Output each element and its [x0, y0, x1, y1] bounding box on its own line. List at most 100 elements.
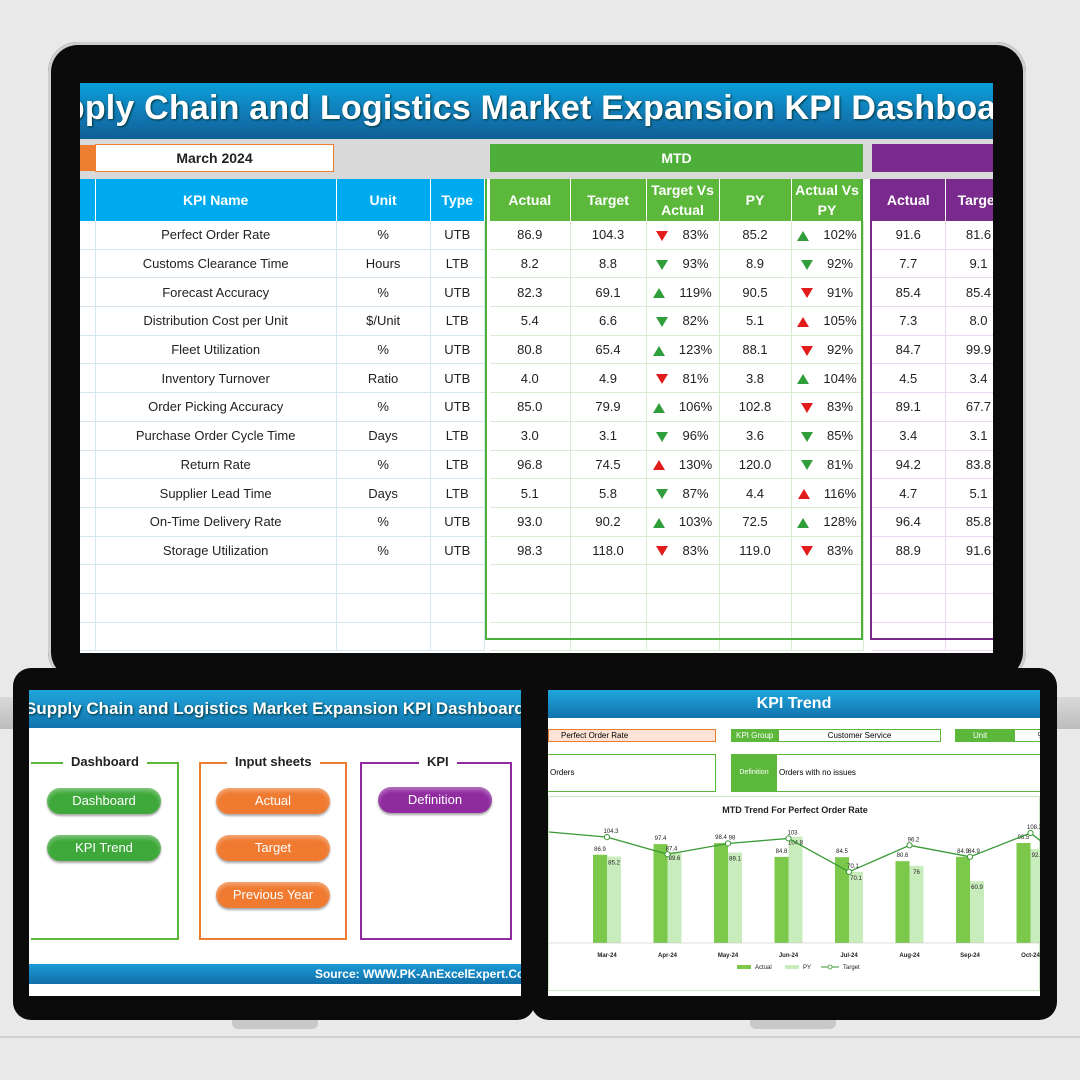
mtd-py-cell: 3.8 — [719, 363, 792, 394]
mtd-row: 86.9 104.3 83% 85.2 102% — [490, 221, 864, 250]
kpi-type-cell: UTB — [430, 221, 485, 250]
home-title-bar: Supply Chain and Logistics Market Expans… — [29, 690, 521, 728]
mtd-actual-cell: 86.9 — [490, 221, 571, 250]
arrow-down-icon — [800, 403, 813, 414]
mtd-target-vs-actual-cell: 103% — [646, 507, 720, 537]
kpi-row: Purchase Order Cycle Time Days LTB — [80, 421, 485, 451]
ytd-actual-cell: 96.4 — [872, 507, 946, 537]
kpi-index-cell — [80, 507, 96, 537]
mtd-py-cell: 5.1 — [719, 306, 792, 336]
target-vs-actual-value: 82% — [682, 313, 709, 329]
type-header: Type — [430, 179, 485, 221]
arrow-down-icon — [800, 431, 813, 442]
kpi-index-cell — [80, 478, 96, 508]
mtd-target-cell: 3.1 — [570, 421, 647, 451]
mtd-py-cell: 72.5 — [719, 507, 792, 537]
definition-label: Definition — [731, 754, 777, 792]
mtd-actual-cell: 4.0 — [490, 363, 571, 394]
target-vs-actual-value: 103% — [678, 514, 713, 530]
kpi-type-cell: LTB — [430, 478, 485, 508]
py-bar — [970, 881, 984, 943]
kpi-unit-cell: % — [336, 277, 431, 308]
actual-bar — [1016, 842, 1031, 943]
kpi-index-cell — [80, 450, 96, 480]
ytd-row: 91.6 81.6 — [872, 221, 993, 250]
kpi-name-cell: Storage Utilization — [95, 536, 337, 566]
py-data-label: 70.1 — [850, 876, 862, 882]
arrow-down-icon — [800, 288, 813, 299]
kpi-name-header: KPI Name — [95, 179, 337, 221]
mtd-actual-cell: 5.1 — [490, 478, 571, 508]
arrow-down-icon — [800, 345, 813, 356]
target-sheet-button[interactable]: Target — [216, 835, 330, 861]
empty-row — [80, 564, 485, 594]
tablet-left-stand — [232, 1020, 318, 1029]
definition-sheet-button[interactable]: Definition — [378, 787, 492, 813]
legend-actual-label: Actual — [755, 965, 772, 971]
mtd-actual-cell: 80.8 — [490, 335, 571, 365]
kpi-unit-cell: % — [336, 335, 431, 365]
legend-py-label: PY — [803, 965, 811, 971]
kpi-index-cell — [80, 363, 96, 394]
target-point — [845, 868, 853, 875]
kpi-trend-nav-button[interactable]: KPI Trend — [47, 835, 161, 861]
empty-cell — [791, 622, 864, 652]
kpi-row: Return Rate% LTB — [80, 450, 485, 480]
ytd-row: 85.4 85.4 — [872, 277, 993, 308]
mtd-actual-header: Actual — [490, 179, 571, 221]
dashboard-title: Supply Chain and Logistics Market Expans… — [80, 89, 993, 127]
empty-row — [872, 593, 993, 623]
arrow-up-icon — [797, 489, 810, 500]
arrow-down-icon — [800, 259, 813, 270]
mtd-row: 3.0 3.1 96% 3.6 85% — [490, 421, 864, 451]
arrow-down-icon — [656, 259, 669, 270]
mtd-actual-cell: 96.8 — [490, 450, 571, 480]
target-data-label: 96.2 — [908, 837, 920, 843]
arrow-down-icon — [656, 489, 669, 500]
mtd-py-cell: 8.9 — [719, 249, 792, 279]
mtd-section-header: MTD — [490, 144, 863, 172]
kpi-table: KPI Name Unit Type Perfect Order Rate% UT… — [80, 179, 485, 652]
py-bar — [909, 865, 924, 943]
mtd-actual-cell: 8.2 — [490, 249, 571, 279]
empty-cell — [719, 593, 792, 623]
empty-cell — [646, 622, 720, 652]
mtd-target-vs-actual-header: Target Vs Actual — [646, 179, 720, 221]
dashboard-nav-button[interactable]: Dashboard — [47, 788, 161, 814]
ytd-row: 96.4 85.8 — [872, 507, 993, 537]
arrow-down-icon — [800, 460, 813, 471]
mtd-py-cell: 85.2 — [719, 221, 792, 250]
mtd-target-vs-actual-cell: 83% — [646, 536, 720, 566]
kpi-selector[interactable]: Perfect Order Rate — [548, 729, 716, 742]
unit-value: % — [1014, 729, 1040, 742]
target-vs-actual-value: 93% — [682, 256, 709, 272]
source-text[interactable]: Source: WWW.PK-AnExcelExpert.Com — [314, 967, 521, 981]
mtd-row: 4.0 4.9 81% 3.8 104% — [490, 363, 864, 394]
mtd-target-cell: 74.5 — [570, 450, 647, 480]
definition-value: Orders with no issues — [776, 754, 1040, 792]
empty-cell — [490, 593, 571, 623]
actual-sheet-button[interactable]: Actual — [216, 788, 330, 814]
legend-target-marker — [827, 964, 833, 970]
mtd-py-cell: 90.5 — [719, 277, 792, 308]
target-data-label: 87.4 — [666, 846, 678, 852]
kpi-unit-cell: % — [336, 450, 431, 480]
target-point — [906, 842, 913, 849]
ytd-actual-cell: 4.7 — [872, 478, 946, 508]
empty-cell — [95, 564, 337, 594]
previous-year-sheet-button[interactable]: Previous Year — [216, 882, 330, 908]
mtd-target-vs-actual-cell: 96% — [646, 421, 720, 451]
target-data-label: 104.3 — [603, 829, 619, 835]
kpi-group-label: KPI Group — [731, 729, 779, 742]
mtd-actual-vs-py-cell: 83% — [791, 536, 864, 566]
empty-cell — [430, 564, 485, 594]
mtd-py-cell: 119.0 — [719, 536, 792, 566]
kpi-name-cell: Supplier Lead Time — [95, 478, 337, 508]
x-tick-label: Aug-24 — [899, 953, 920, 959]
month-selector[interactable]: March 2024 — [95, 144, 334, 172]
kpi-type-cell: LTB — [430, 306, 485, 336]
kpi-row: On-Time Delivery Rate% UTB — [80, 507, 485, 537]
mtd-row: 96.8 74.5 130% 120.0 81% — [490, 450, 864, 480]
kpi-index-cell — [80, 335, 96, 365]
empty-cell — [490, 622, 571, 652]
